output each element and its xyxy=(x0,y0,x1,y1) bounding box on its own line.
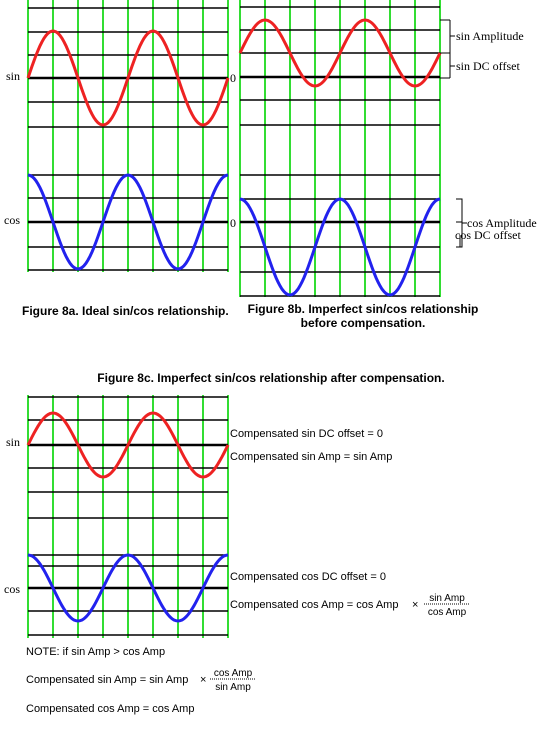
sin-dc-offset: sin DC offset xyxy=(456,59,520,73)
denominator: cos Amp xyxy=(428,607,467,618)
cos-dc-offset: cos DC offset xyxy=(455,228,521,242)
caption: before compensation. xyxy=(301,316,426,330)
zero-label: 0 xyxy=(230,216,236,230)
times: × xyxy=(412,599,418,611)
equation: Compensated cos DC offset = 0 xyxy=(230,571,386,583)
note: NOTE: if sin Amp > cos Amp xyxy=(26,646,165,658)
caption: Figure 8b. Imperfect sin/cos relationshi… xyxy=(248,302,479,316)
caption: Figure 8c. Imperfect sin/cos relationshi… xyxy=(97,371,444,385)
bracket xyxy=(440,19,455,79)
waveform xyxy=(239,197,441,297)
waveform xyxy=(26,411,230,479)
sin-label: sin xyxy=(6,435,20,449)
sin-amplitude: sin Amplitude xyxy=(456,29,524,43)
numerator: sin Amp xyxy=(429,593,465,604)
waveform xyxy=(27,173,229,271)
caption: Figure 8a. Ideal sin/cos relationship. xyxy=(22,304,229,318)
equation: Compensated cos Amp = cos Amp xyxy=(230,599,398,611)
equation: Compensated cos Amp = cos Amp xyxy=(26,703,194,715)
waveform xyxy=(26,29,230,127)
numerator: cos Amp xyxy=(214,668,253,679)
times: × xyxy=(200,674,206,686)
cos-label: cos xyxy=(4,582,20,596)
bracket xyxy=(456,198,467,248)
equation: Compensated sin DC offset = 0 xyxy=(230,428,383,440)
equation: Compensated sin Amp = sin Amp xyxy=(26,674,188,686)
curves xyxy=(26,18,442,623)
cos-amplitude: cos Amplitude xyxy=(467,216,537,230)
zero-label: 0 xyxy=(230,71,236,85)
equation: Compensated sin Amp = sin Amp xyxy=(230,451,392,463)
waveform xyxy=(238,18,442,88)
cos-label: cos xyxy=(4,213,20,227)
waveform xyxy=(27,553,229,623)
sin-label: sin xyxy=(6,69,20,83)
denominator: sin Amp xyxy=(215,682,251,693)
